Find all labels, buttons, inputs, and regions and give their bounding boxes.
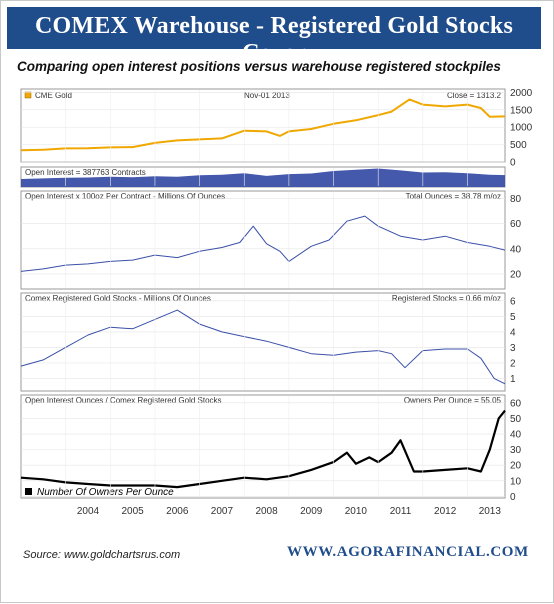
x-tick-label: 2006 xyxy=(166,506,189,517)
open-interest-ounces-ytick-label: 40 xyxy=(510,244,522,255)
registered-header-right: Registered Stocks = 0.66 m/oz xyxy=(392,294,501,303)
gold-legend-marker xyxy=(25,92,31,98)
oi-ounces-header-left: Open Interest x 100oz Per Contract - Mil… xyxy=(25,192,225,201)
x-tick-label: 2012 xyxy=(434,506,457,517)
owners-per-ounce-ytick-label: 60 xyxy=(510,398,522,409)
x-tick-label: 2005 xyxy=(121,506,144,517)
owners-per-ounce-ytick-label: 20 xyxy=(510,461,522,472)
gold-ytick-label: 1000 xyxy=(510,123,533,134)
x-tick-label: 2010 xyxy=(345,506,368,517)
x-tick-label: 2013 xyxy=(479,506,502,517)
gold-ytick-label: 500 xyxy=(510,140,527,151)
gold-ytick-label: 0 xyxy=(510,158,516,169)
open-interest-ounces-ytick-label: 80 xyxy=(510,194,522,205)
x-tick-label: 2008 xyxy=(255,506,278,517)
owners-legend-marker xyxy=(25,488,32,495)
registered-header-left: Comex Registered Gold Stocks - Millions … xyxy=(25,294,211,303)
x-tick-label: 2007 xyxy=(211,506,234,517)
owners-per-ounce-ytick-label: 50 xyxy=(510,414,522,425)
owners-header-right: Owners Per Ounce = 55.05 xyxy=(404,396,502,405)
gold-ytick-label: 2000 xyxy=(510,88,533,99)
x-tick-label: 2011 xyxy=(390,506,412,517)
oi-ounces-header-right: Total Ounces = 38.78 m/oz xyxy=(406,192,501,201)
registered-stocks-ytick-label: 2 xyxy=(510,359,516,370)
x-tick-label: 2009 xyxy=(300,506,323,517)
registered-stocks-panel-frame xyxy=(21,293,505,391)
registered-stocks-ytick-label: 5 xyxy=(510,312,516,323)
owners-header-left: Open Interest Ounces / Comex Registered … xyxy=(25,396,222,405)
owners-per-ounce-ytick-label: 30 xyxy=(510,445,522,456)
owners-per-ounce-ytick-label: 0 xyxy=(510,492,516,503)
owners-panel-frame xyxy=(21,395,505,498)
registered-stocks-ytick-label: 1 xyxy=(510,374,516,385)
open-interest-ounces-panel-frame xyxy=(21,191,505,289)
registered-stocks-ytick-label: 3 xyxy=(510,343,516,354)
x-tick-label: 2004 xyxy=(77,506,100,517)
owners-per-ounce-ytick-label: 40 xyxy=(510,430,522,441)
registered-stocks-ytick-label: 6 xyxy=(510,296,516,307)
registered-stocks-ytick-label: 4 xyxy=(510,327,516,338)
brand-link[interactable]: WWW.AGORAFINANCIAL.COM xyxy=(287,544,529,561)
open-interest-ounces-ytick-label: 60 xyxy=(510,219,522,230)
gold-ytick-label: 1500 xyxy=(510,105,533,116)
open-interest-ounces-ytick-label: 20 xyxy=(510,269,522,280)
open-interest-header: Open Interest = 387763 Contracts xyxy=(25,168,146,177)
owners-per-ounce-ytick-label: 10 xyxy=(510,476,522,487)
source-note: Source: www.goldchartsrus.com xyxy=(23,549,180,561)
